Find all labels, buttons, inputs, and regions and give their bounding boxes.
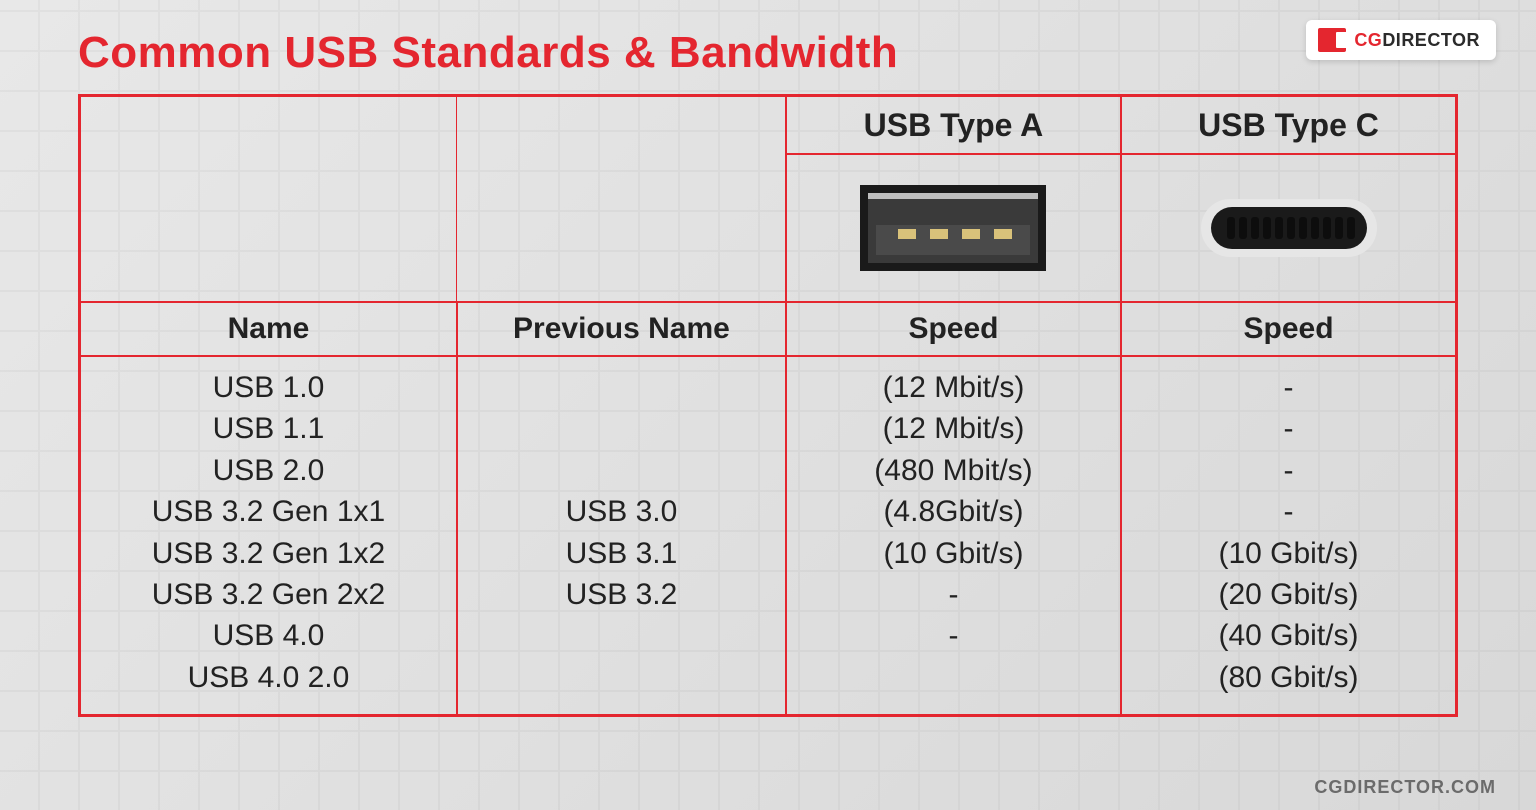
table-header-blank xyxy=(457,96,786,154)
cell-value xyxy=(617,367,625,408)
cell-value xyxy=(617,450,625,491)
cell-value: - xyxy=(1284,450,1294,491)
col-header-speed-a: Speed xyxy=(786,302,1121,356)
cell-value: (12 Mbit/s) xyxy=(883,408,1025,449)
cell-value: (12 Mbit/s) xyxy=(883,367,1025,408)
table-connector-row xyxy=(80,154,1456,302)
col-speed-a-values: (12 Mbit/s) (12 Mbit/s) (480 Mbit/s) (4.… xyxy=(786,356,1121,715)
cell-value: USB 3.2 Gen 1x1 xyxy=(152,491,385,532)
logo-text: CGDIRECTOR xyxy=(1354,30,1480,51)
cell-value: (4.8Gbit/s) xyxy=(883,491,1023,532)
col-header-previous-name: Previous Name xyxy=(457,302,786,356)
cell-value: - xyxy=(948,615,958,656)
cell-value: - xyxy=(1284,491,1294,532)
cell-value: (480 Mbit/s) xyxy=(874,450,1032,491)
table-data-body: USB 1.0 USB 1.1 USB 2.0 USB 3.2 Gen 1x1 … xyxy=(80,356,1456,715)
cell-value: USB 3.2 xyxy=(566,574,678,615)
logo-cg: CG xyxy=(1354,30,1382,50)
cell-value: USB 3.2 Gen 1x2 xyxy=(152,533,385,574)
footer-url: CGDIRECTOR.COM xyxy=(1314,777,1496,798)
col-header-name: Name xyxy=(80,302,457,356)
table-blank-cell xyxy=(457,154,786,302)
cell-value: USB 3.0 xyxy=(566,491,678,532)
logo-director: DIRECTOR xyxy=(1382,30,1480,50)
cell-value: USB 4.0 xyxy=(213,615,325,656)
usb-type-c-connector-icon xyxy=(1121,154,1456,302)
cell-value: - xyxy=(948,574,958,615)
table-top-header-row: USB Type A USB Type C xyxy=(80,96,1456,154)
cell-value: USB 4.0 2.0 xyxy=(188,657,350,698)
cell-value: - xyxy=(1284,408,1294,449)
cell-value: (10 Gbit/s) xyxy=(883,533,1023,574)
cell-value xyxy=(617,657,625,698)
usb-type-a-connector-icon xyxy=(786,154,1121,302)
cell-value: (10 Gbit/s) xyxy=(1218,533,1358,574)
page-title: Common USB Standards & Bandwidth xyxy=(78,28,898,78)
table-blank-cell xyxy=(80,154,457,302)
cell-value: USB 1.1 xyxy=(213,408,325,449)
cell-value xyxy=(949,657,957,698)
cell-value: - xyxy=(1284,367,1294,408)
cell-value: USB 3.1 xyxy=(566,533,678,574)
table-sub-header-row: Name Previous Name Speed Speed xyxy=(80,302,1456,356)
usb-standards-table: USB Type A USB Type C xyxy=(78,94,1458,717)
table-header-type-a: USB Type A xyxy=(786,96,1121,154)
cell-value: USB 1.0 xyxy=(213,367,325,408)
col-header-speed-c: Speed xyxy=(1121,302,1456,356)
cell-value: USB 2.0 xyxy=(213,450,325,491)
cell-value xyxy=(617,615,625,656)
cell-value: (40 Gbit/s) xyxy=(1218,615,1358,656)
table-header-type-c: USB Type C xyxy=(1121,96,1456,154)
table-header-blank xyxy=(80,96,457,154)
col-speed-c-values: - - - - (10 Gbit/s) (20 Gbit/s) (40 Gbit… xyxy=(1121,356,1456,715)
cell-value: (20 Gbit/s) xyxy=(1218,574,1358,615)
cell-value xyxy=(617,408,625,449)
cell-value: (80 Gbit/s) xyxy=(1218,657,1358,698)
col-name-values: USB 1.0 USB 1.1 USB 2.0 USB 3.2 Gen 1x1 … xyxy=(80,356,457,715)
col-prev-values: USB 3.0 USB 3.1 USB 3.2 xyxy=(457,356,786,715)
cell-value: USB 3.2 Gen 2x2 xyxy=(152,574,385,615)
brand-logo: CGDIRECTOR xyxy=(1306,20,1496,60)
logo-mark-icon xyxy=(1318,28,1346,52)
